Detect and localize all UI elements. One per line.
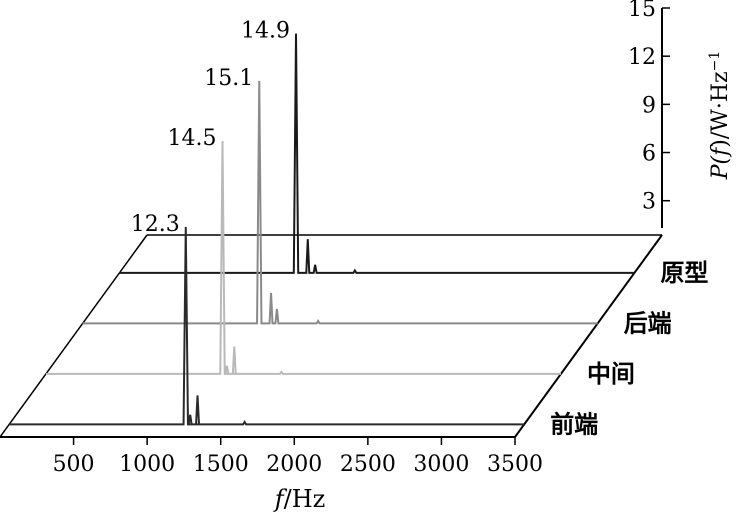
series-line-1 [45, 141, 561, 375]
series-label-1: 中间 [587, 359, 635, 388]
series-label-2: 后端 [624, 308, 672, 337]
chart-frame [0, 234, 663, 438]
peak-label-3: 14.9 [241, 19, 290, 44]
peak-label-2: 15.1 [204, 66, 253, 91]
series-line-0 [9, 226, 525, 426]
series-labels: 前端 中间 后端 原型 [550, 258, 708, 439]
x-tick-label-4: 2500 [340, 452, 396, 477]
x-axis: 500 1000 1500 2000 2500 3000 3500 [53, 437, 543, 477]
z-axis-label-sup: −1 [707, 51, 723, 72]
series-label-3: 原型 [660, 258, 708, 287]
z-tick-label-1: 6 [642, 142, 656, 167]
z-tick-label-2: 9 [642, 93, 656, 118]
series-label-0: 前端 [550, 409, 598, 438]
z-tick-label-4: 15 [628, 0, 656, 22]
z-tick-label-3: 12 [628, 45, 656, 70]
peak-label-0: 12.3 [131, 212, 180, 237]
x-tick-label-2: 1500 [193, 452, 249, 477]
z-axis: 3 6 9 12 15 [628, 0, 670, 228]
series-line-2 [82, 80, 598, 325]
z-axis-label-rest: )/W·Hz [708, 71, 733, 147]
series-line-3 [119, 33, 635, 274]
z-tick-label-0: 3 [642, 190, 656, 215]
x-axis-label-unit: /Hz [284, 485, 326, 513]
z-axis-label: P(f)/W·Hz−1 [707, 51, 733, 181]
peak-labels: 12.3 14.5 15.1 14.9 [131, 19, 290, 237]
z-axis-label-main: P( [708, 155, 733, 180]
x-axis-label: f/Hz [273, 485, 326, 513]
right-edge [514, 234, 663, 438]
x-tick-label-5: 3000 [413, 452, 469, 477]
x-tick-label-0: 500 [53, 452, 95, 477]
x-tick-label-6: 3500 [487, 452, 543, 477]
left-edge [0, 234, 148, 438]
x-tick-label-3: 2000 [266, 452, 322, 477]
peak-label-1: 14.5 [168, 126, 217, 151]
series-layer [9, 33, 635, 426]
x-tick-label-1: 1000 [119, 452, 175, 477]
